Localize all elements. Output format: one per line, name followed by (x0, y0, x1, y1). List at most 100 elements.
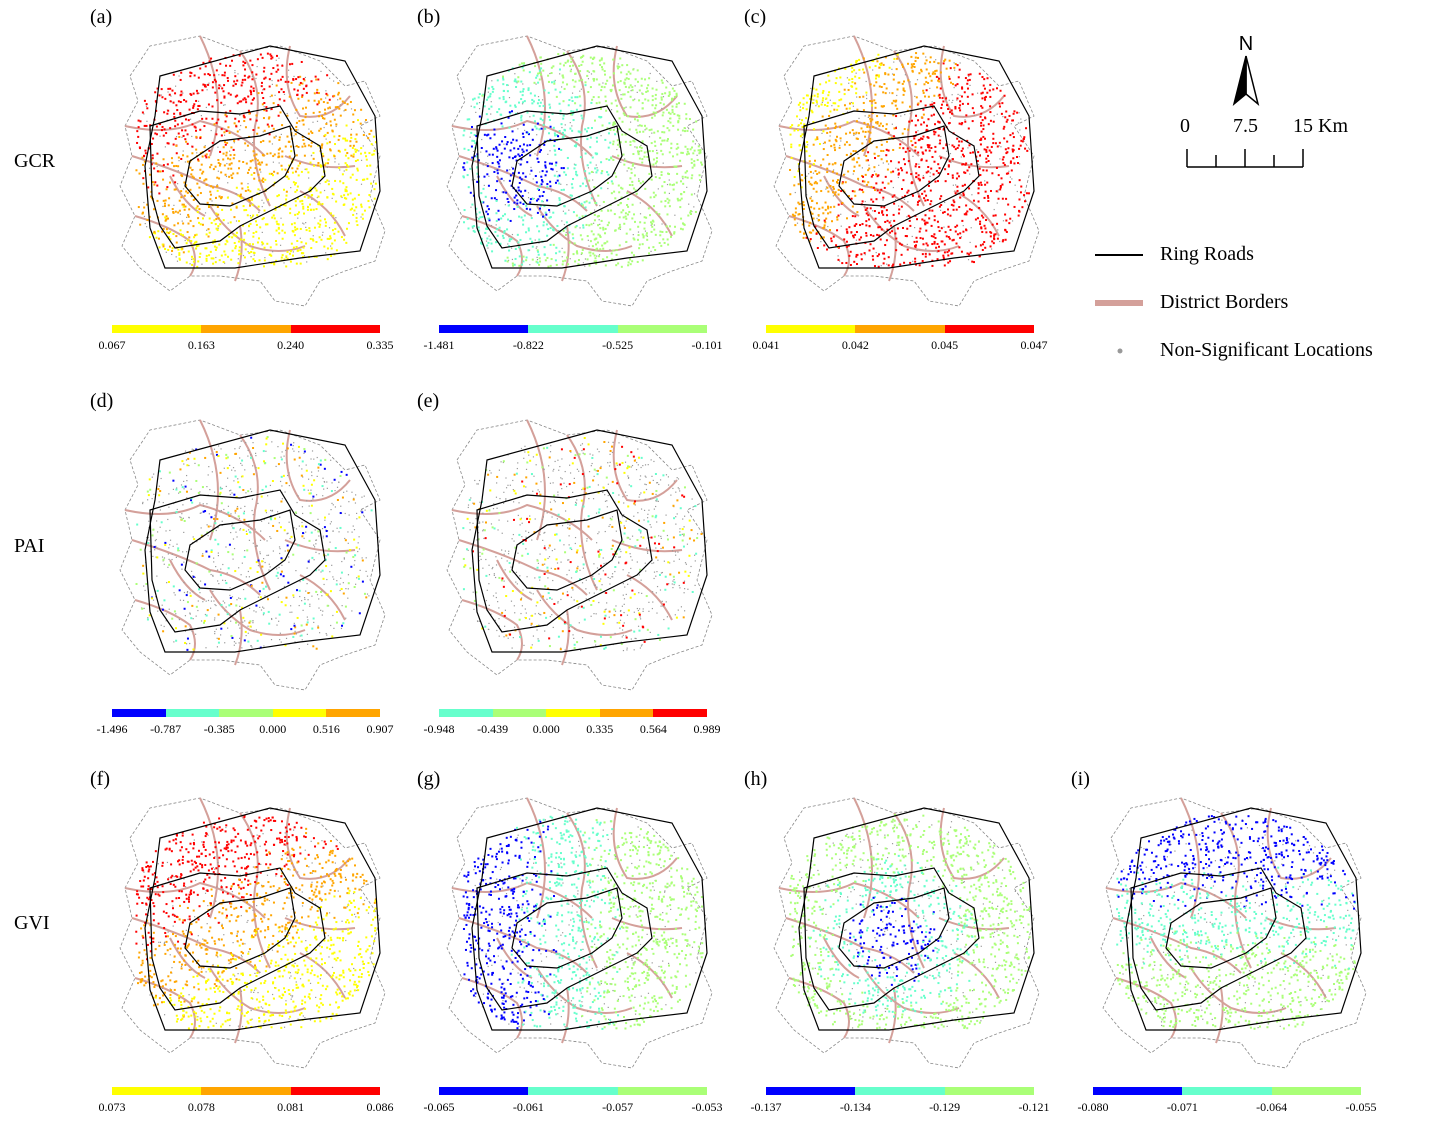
colorbar-tick-label: 0.081 (277, 1100, 305, 1114)
colorbar-tick-label: -0.080 (1077, 1100, 1109, 1114)
district-border (788, 215, 850, 277)
ring-road (511, 509, 623, 591)
district-border (169, 559, 206, 601)
ring-road (476, 867, 653, 1011)
district-border (566, 812, 598, 969)
district-border (893, 812, 925, 969)
colorbar-segment (1182, 1087, 1272, 1095)
ring-road (471, 807, 708, 1031)
colorbar-segment (766, 1087, 856, 1095)
colorbar-segment (112, 1087, 202, 1095)
colorbar-tick-label: -0.065 (423, 1100, 455, 1114)
district-border (561, 987, 570, 1044)
ring-road (144, 45, 381, 269)
map-panel-c: (c) 0.041 0.042 0.045 0.047 (744, 6, 1064, 386)
ring-road (184, 125, 296, 207)
legend-non-significant-swatch (1117, 348, 1123, 354)
colorbar: -1.496 -0.787 -0.385 0.000 0.516 0.907 (97, 709, 394, 741)
map-panel-e: (e) -0.948 -0.439 0.000 0.335 0.564 0.989 (417, 390, 737, 770)
ring-road (144, 807, 381, 1031)
ring-road (803, 867, 980, 1011)
map-panel-a: (a) 0.067 0.163 0.240 0.335 (90, 6, 410, 386)
city-outline (446, 419, 713, 691)
city-outline (773, 35, 1040, 307)
colorbar-tick-label: -0.053 (691, 1100, 723, 1114)
district-border (536, 967, 633, 1014)
colorbar-tick-label: 0.086 (366, 1100, 394, 1114)
district-border (134, 599, 196, 661)
colorbar-segment (599, 709, 654, 717)
panel-label: (e) (417, 390, 440, 412)
colorbar-tick-label: 0.045 (931, 338, 959, 352)
ring-road (471, 429, 708, 653)
map-panel-i: (i) -0.080 -0.071 -0.064 -0.055 (1071, 768, 1391, 1148)
map-canvas (1100, 797, 1367, 1069)
district-border (561, 609, 570, 666)
colorbar-segment (1271, 1087, 1361, 1095)
colorbar-tick-label: -0.061 (512, 1100, 544, 1114)
map-panel-g: (g) -0.065 -0.061 -0.057 -0.053 (417, 768, 737, 1148)
colorbar-tick-label: -1.481 (423, 338, 455, 352)
colorbar-segment (201, 325, 291, 333)
colorbar-segment (112, 325, 202, 333)
district-border (823, 175, 860, 217)
district-border (1115, 977, 1177, 1039)
city-outline (446, 797, 713, 1069)
city-outline (1100, 797, 1367, 1069)
colorbar-tick-label: 0.907 (366, 722, 394, 736)
city-outline (119, 797, 386, 1069)
panel-label: (a) (90, 6, 113, 28)
colorbar-segment (219, 709, 273, 717)
district-border (566, 434, 598, 591)
district-border (612, 807, 678, 880)
row-label-pai: PAI (14, 535, 45, 557)
district-border (863, 205, 960, 252)
colorbar-tick-label: -0.137 (750, 1100, 782, 1114)
ring-road (476, 489, 653, 633)
district-border (199, 35, 219, 157)
colorbar-segment (165, 709, 220, 717)
map-panel-f: (f) 0.073 0.078 0.081 0.086 (90, 768, 410, 1148)
colorbar-tick-label: 0.335 (366, 338, 394, 352)
colorbar-segment (1093, 1087, 1183, 1095)
district-border (611, 539, 683, 553)
legend-ring-roads: Ring Roads (1160, 243, 1254, 265)
colorbar-tick-label: 0.041 (752, 338, 780, 352)
district-border (496, 175, 533, 217)
colorbar-tick-label: 0.047 (1020, 338, 1048, 352)
map-canvas (773, 797, 1040, 1069)
colorbar: 0.067 0.163 0.240 0.335 (99, 325, 394, 357)
colorbar-tick-label: -0.822 (512, 338, 544, 352)
colorbar-tick-label: -0.129 (929, 1100, 961, 1114)
colorbar-tick-label: 0.335 (586, 722, 614, 736)
colorbar-segment (439, 1087, 529, 1095)
colorbar-segment (439, 709, 493, 717)
city-outline (119, 419, 386, 691)
district-border (1220, 812, 1252, 969)
colorbar-tick-label: 0.989 (693, 722, 721, 736)
scale-tick-1: 7.5 (1233, 115, 1258, 137)
colorbar-segment (326, 709, 380, 717)
district-border (209, 967, 306, 1014)
panel-label: (g) (417, 768, 441, 790)
colorbar-segment (201, 1087, 291, 1095)
legend-non-significant: Non-Significant Locations (1160, 339, 1373, 361)
colorbar-segment (855, 325, 945, 333)
colorbar-tick-label: -0.787 (150, 722, 182, 736)
colorbar-segment (272, 709, 327, 717)
map-canvas (119, 35, 386, 307)
district-border (285, 45, 351, 118)
colorbar-tick-label: 0.564 (639, 722, 667, 736)
district-border (1150, 937, 1187, 979)
district-border (285, 429, 351, 502)
district-border (853, 797, 873, 919)
ring-road (1165, 887, 1277, 969)
colorbar: 0.041 0.042 0.045 0.047 (753, 325, 1048, 357)
colorbar-tick-label: -0.385 (203, 722, 235, 736)
district-border (239, 50, 271, 207)
legend-district-border-swatch (1095, 300, 1143, 306)
ring-road (1130, 867, 1307, 1011)
colorbar-segment (653, 709, 707, 717)
panel-label: (c) (744, 6, 767, 28)
colorbar-tick-label: -0.121 (1018, 1100, 1050, 1114)
